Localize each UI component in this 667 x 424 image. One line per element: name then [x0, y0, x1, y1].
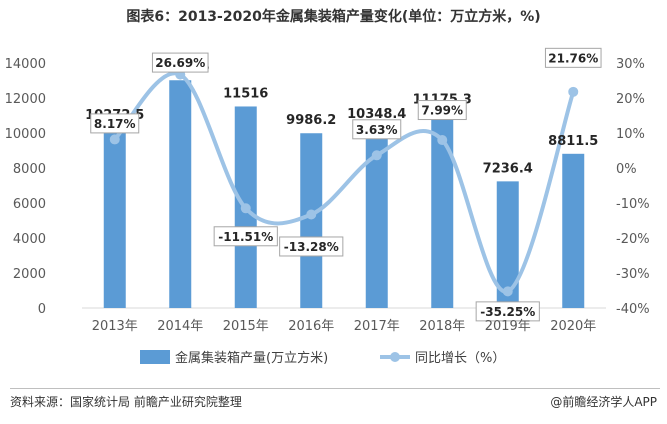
- x-tick-label: 2014年: [157, 319, 203, 334]
- pct-label-box: [279, 236, 344, 257]
- pct-value-label: -11.51%: [218, 230, 273, 244]
- y-left-tick-label: 10000: [5, 127, 46, 142]
- y-left-tick-label: 2000: [13, 267, 46, 282]
- bar-value-label: 10348.4: [347, 107, 406, 122]
- brand-credit: @前瞻经济学人APP: [550, 395, 657, 409]
- chart-title: 图表6：2013-2020年金属集装箱产量变化(单位：万立方米，%): [126, 9, 541, 25]
- y-right-tick-label: 20%: [616, 92, 645, 107]
- y-left-tick-label: 14000: [5, 57, 46, 72]
- x-tick-label: 2015年: [223, 319, 269, 334]
- growth-point: [502, 286, 513, 297]
- growth-point: [109, 134, 120, 145]
- y-left-tick-label: 6000: [13, 197, 46, 212]
- legend-line-marker: [390, 352, 400, 362]
- bar: [562, 153, 585, 308]
- growth-point: [306, 209, 317, 220]
- pct-value-label: -35.25%: [480, 305, 535, 319]
- x-tick-label: 2013年: [92, 319, 138, 334]
- footer-divider: [10, 388, 660, 389]
- y-right-tick-label: -10%: [616, 197, 650, 212]
- pct-value-label: 26.69%: [155, 56, 205, 70]
- pct-label-box: [151, 52, 209, 73]
- x-tick-label: 2020年: [550, 319, 596, 334]
- growth-point: [568, 86, 579, 97]
- pct-label-box: [475, 301, 540, 322]
- bar: [300, 133, 323, 308]
- pct-value-label: 3.63%: [356, 123, 398, 137]
- x-tick-label: 2018年: [419, 319, 465, 334]
- pct-label-box: [213, 226, 278, 247]
- bar-value-label: 8811.5: [548, 134, 598, 149]
- y-right-tick-label: -30%: [616, 267, 650, 282]
- pct-value-label: 21.76%: [548, 51, 598, 65]
- x-tick-label: 2016年: [288, 319, 334, 334]
- pct-value-label: 8.17%: [94, 117, 136, 131]
- y-right-tick-label: -20%: [616, 232, 650, 247]
- source-note: 资料来源：国家统计局 前瞻产业研究院整理: [10, 395, 242, 409]
- pct-label-box: [90, 113, 140, 134]
- y-right-tick-label: 0%: [616, 162, 637, 177]
- legend-line-label: 同比增长（%）: [415, 351, 505, 366]
- bar-value-label: 7236.4: [483, 161, 533, 176]
- y-left-tick-label: 12000: [5, 92, 46, 107]
- y-left-tick-label: 4000: [13, 232, 46, 247]
- x-tick-label: 2019年: [485, 319, 531, 334]
- bar-value-label: 11516: [223, 86, 268, 101]
- growth-point: [437, 135, 448, 146]
- x-tick-label: 2017年: [354, 319, 400, 334]
- y-left-tick-label: 0: [38, 302, 46, 317]
- y-right-tick-label: 30%: [616, 57, 645, 72]
- bar: [431, 112, 454, 308]
- bar-value-label: 9986.2: [286, 113, 336, 128]
- bar: [169, 80, 192, 308]
- bar: [496, 181, 519, 308]
- pct-value-label: 7.99%: [421, 104, 463, 118]
- legend-bar-swatch: [140, 350, 170, 364]
- y-right-tick-label: -40%: [616, 302, 650, 317]
- growth-point: [371, 150, 382, 161]
- pct-label-box: [544, 47, 602, 68]
- y-right-tick-label: 10%: [616, 127, 645, 142]
- pct-label-box: [352, 119, 402, 140]
- bar: [365, 126, 388, 308]
- legend-bar-label: 金属集装箱产量(万立方米): [175, 350, 328, 366]
- bar: [103, 128, 126, 308]
- pct-label-box: [417, 100, 467, 121]
- pct-value-label: -13.28%: [284, 240, 339, 254]
- y-left-tick-label: 8000: [13, 162, 46, 177]
- growth-point: [240, 203, 251, 214]
